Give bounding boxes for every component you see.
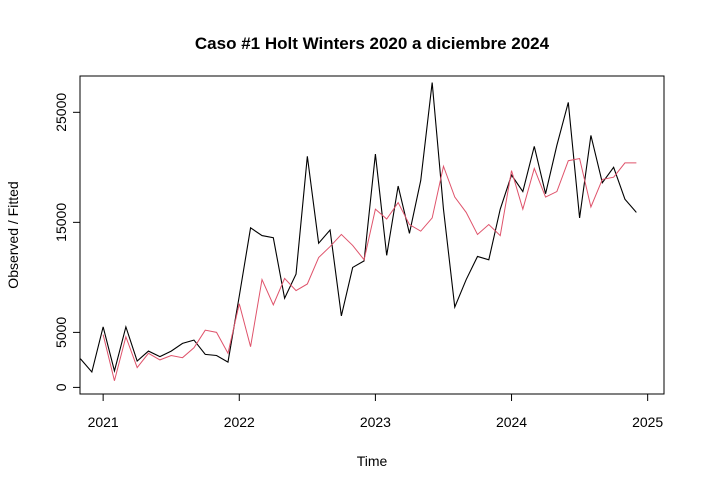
- x-axis-label: Time: [357, 453, 388, 469]
- y-tick-label: 25000: [53, 93, 69, 132]
- x-tick-label: 2025: [632, 414, 663, 430]
- x-axis: 2021 2022 2023 2024 2025: [88, 393, 663, 430]
- y-axis: 0 5000 15000 25000: [53, 93, 81, 391]
- x-tick-label: 2021: [88, 414, 119, 430]
- chart-title: Caso #1 Holt Winters 2020 a diciembre 20…: [195, 34, 550, 53]
- y-tick-label: 5000: [53, 317, 69, 348]
- y-tick-label: 15000: [53, 203, 69, 242]
- series-line-1: [79, 82, 637, 374]
- y-axis-label: Observed / Fitted: [5, 181, 21, 288]
- plot-frame: [79, 75, 665, 395]
- y-tick-label: 0: [53, 383, 69, 391]
- x-tick-label: 2024: [496, 414, 527, 430]
- x-tick-label: 2022: [224, 414, 255, 430]
- series-layer: [79, 82, 637, 381]
- x-tick-label: 2023: [360, 414, 391, 430]
- series-line-2: [102, 157, 637, 381]
